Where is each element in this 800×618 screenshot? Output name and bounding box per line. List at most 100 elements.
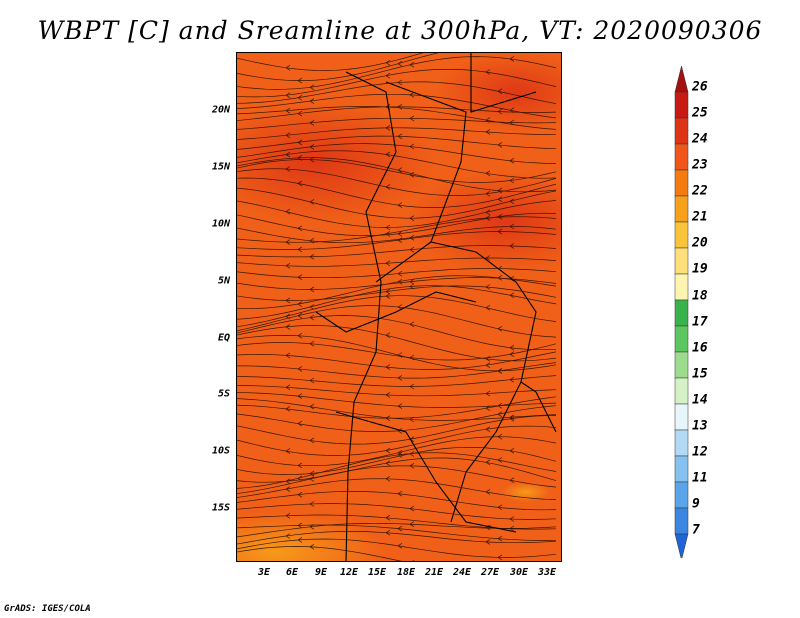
streamline-arrow [385,151,391,158]
streamline-arrow [285,384,291,391]
streamline-arrow [509,448,515,454]
streamline-arrow [509,56,515,62]
streamline-arrow [297,475,303,482]
streamline-arrow [385,392,391,398]
streamline-arrow [497,275,503,281]
streamline [236,396,557,419]
streamline-arrow [509,525,515,532]
streamline-arrow [485,209,491,216]
streamline-arrow [497,228,503,235]
lat-label: EQ [217,332,230,344]
streamline-arrow [309,470,315,477]
streamline [236,245,557,258]
streamline-arrow [285,406,291,412]
streamline-arrow [409,521,415,527]
streamline-arrow [497,535,503,542]
streamline-arrow [297,225,303,232]
streamline-arrow [485,362,491,368]
colorbar-cell [674,533,689,558]
streamline-arrow [397,237,403,243]
streamline-arrow [497,368,503,374]
streamline-arrow [509,177,515,184]
colorbar-label: 25 [692,105,708,121]
streamline [236,212,557,236]
streamline [236,143,557,164]
streamline-arrow [485,215,491,221]
streamline-arrow [397,231,403,237]
streamline-arrow [485,426,491,432]
streamline-arrow [397,270,403,277]
streamline-map [236,52,562,562]
lon-label: 9E [314,567,328,578]
streamline [236,81,557,105]
streamline [236,200,557,228]
streamline [236,362,557,379]
wbpt-max-north [236,102,436,222]
colorbar-label: 19 [692,261,708,277]
streamline-arrow [297,420,303,427]
map-frame [236,52,562,562]
streamline-arrow [385,184,391,190]
colorbar-label: 15 [692,366,708,382]
streamline-arrow [297,274,303,280]
streamline-arrow [497,504,503,511]
streamline-arrow [385,260,391,267]
streamline [236,106,557,122]
streamline-arrow [397,543,403,549]
streamline-arrow [409,321,415,328]
streamline-arrow [309,476,315,482]
colorbar-label: 16 [692,340,708,356]
map-panel [236,52,562,562]
streamline [236,159,557,183]
streamline [236,385,557,397]
streamline-arrow [509,516,515,522]
colorbar-cell [674,403,689,431]
streamline-arrow [309,98,315,104]
streamline-arrow [485,255,491,261]
streamline-arrow [309,340,315,347]
streamline-arrow [285,239,291,245]
streamline-arrow [397,375,403,381]
streamline-arrow [485,459,491,466]
streamline [236,106,557,130]
streamline-arrow [509,243,515,249]
streamline [236,275,557,310]
streamline [236,446,557,475]
streamline-arrow [385,529,391,536]
streamline [236,465,557,495]
streamline-arrow [285,107,291,114]
lat-label: 10S [211,445,230,457]
colorbar-label: 14 [692,392,708,408]
lon-label: 6E [285,567,299,578]
streamline [236,375,557,387]
streamline-arrow [309,403,315,410]
streamline [236,52,444,81]
streamline-arrow [285,208,291,215]
streamline [236,478,557,500]
streamline-arrow [309,524,315,530]
streamline-arrow [497,457,503,463]
streamline [236,216,557,243]
streamline-arrow [485,129,491,135]
streamline-arrow [309,254,315,260]
streamline [236,491,557,511]
streamline-arrow [409,215,415,221]
lon-label: 27E [480,567,500,578]
streamline-arrow [509,344,515,351]
streamline [236,56,557,90]
streamline [236,257,557,267]
streamline-arrow [497,326,503,332]
streamline [236,52,427,71]
streamline-arrow [385,293,391,299]
colorbar-cell [674,247,689,275]
streamline [236,351,557,370]
streamline-arrow [409,172,415,178]
colorbar-label: 24 [692,131,708,147]
colorbar-label: 7 [692,522,700,538]
colorbar-cell [674,65,689,93]
streamline-arrow [509,223,515,230]
streamline-arrow [397,490,403,497]
streamline-arrow [385,125,391,131]
streamline [236,231,557,250]
streamline-arrow [485,191,491,197]
